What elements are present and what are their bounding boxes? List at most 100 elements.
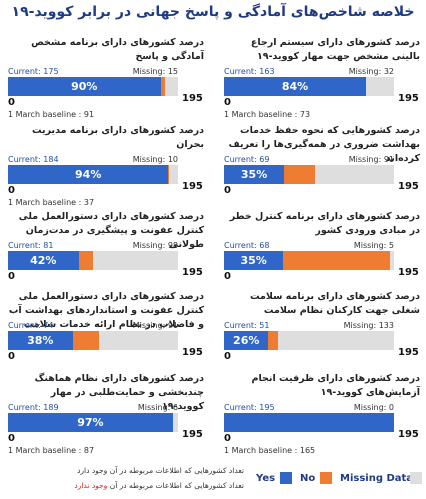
bar-current xyxy=(224,331,269,350)
current-value: 189 xyxy=(43,403,59,412)
missing-text: Missing: xyxy=(353,241,387,250)
bar-no xyxy=(168,165,170,184)
percent-label: 42% xyxy=(30,254,57,267)
missing-label: Missing: 91 xyxy=(349,155,394,164)
percent-label: 90% xyxy=(71,80,98,93)
current-value: 74 xyxy=(43,321,54,330)
current-value: 163 xyxy=(259,67,275,76)
missing-value: 6 xyxy=(172,403,178,412)
current-text: Current: xyxy=(8,155,41,164)
baseline-text: 1 March baseline : xyxy=(224,446,298,455)
axis-zero: 0 xyxy=(224,433,231,444)
missing-text: Missing: xyxy=(132,321,166,330)
axis-total: 195 xyxy=(398,181,419,192)
missing-value: 91 xyxy=(167,321,178,330)
current-text: Current: xyxy=(224,403,257,412)
missing-value: 10 xyxy=(167,155,178,164)
bar-current xyxy=(224,251,284,270)
missing-text: Missing: xyxy=(132,67,166,76)
bar-current xyxy=(8,77,161,96)
missing-value: 5 xyxy=(388,241,394,250)
bar: 84% xyxy=(224,77,394,96)
bar-no xyxy=(160,77,165,96)
axis-zero: 0 xyxy=(8,433,15,444)
axis-total: 195 xyxy=(182,93,203,104)
current-text: Current: xyxy=(8,403,41,412)
missing-label: Missing: 0 xyxy=(354,403,394,412)
percent-label: 35% xyxy=(240,254,267,267)
bar-current xyxy=(224,165,285,184)
axis-zero: 0 xyxy=(8,271,15,282)
missing-label: Missing: 15 xyxy=(133,67,178,76)
bar-no xyxy=(284,165,315,184)
panel-title: درصد کشورهای دارای سیستم ارجاع بالینی مش… xyxy=(250,37,420,62)
axis-total: 195 xyxy=(398,347,419,358)
baseline-text: 1 March baseline : xyxy=(8,110,82,119)
panel-title: درصد کشورهای دارای ظرفیت انجام آزمایش‌ها… xyxy=(251,373,421,398)
bar xyxy=(224,413,394,432)
missing-text: Missing: xyxy=(137,403,171,412)
percent-label: 97% xyxy=(77,416,104,429)
current-text: Current: xyxy=(8,241,41,250)
missing-label: Missing: 6 xyxy=(138,403,178,412)
legend-label: No xyxy=(300,473,316,484)
footnote-red: وجود ندارد xyxy=(74,481,108,490)
axis-zero: 0 xyxy=(224,185,231,196)
percent-label: 26% xyxy=(233,334,260,347)
bar: 42% xyxy=(8,251,178,270)
title: خلاصه شاخص‌های آمادگی و پاسخ جهانی در بر… xyxy=(11,4,415,20)
current-label: Current: 68 xyxy=(224,241,269,250)
bar-no xyxy=(283,251,390,270)
axis-total: 195 xyxy=(182,429,203,440)
footnote: تعداد کشورهایی که اطلاعات مربوطه در آن و… xyxy=(8,481,244,490)
bar-missing xyxy=(172,413,178,432)
current-value: 68 xyxy=(259,241,270,250)
panel-title: درصد کشورهای دارای برنامه مشخص آمادگی و … xyxy=(31,37,204,62)
current-label: Current: 184 xyxy=(8,155,59,164)
current-label: Current: 189 xyxy=(8,403,59,412)
current-text: Current: xyxy=(224,321,257,330)
bar: 94% xyxy=(8,165,178,184)
missing-label: Missing: 91 xyxy=(133,321,178,330)
missing-text: Missing: xyxy=(132,241,166,250)
bar-current xyxy=(224,77,367,96)
bar-missing xyxy=(92,251,178,270)
current-value: 175 xyxy=(43,67,59,76)
axis-zero: 0 xyxy=(8,185,15,196)
current-label: Current: 69 xyxy=(224,155,269,164)
legend-swatch xyxy=(410,472,422,484)
panel-title: درصد کشورهای دارای دستورالعمل ملی کنترل … xyxy=(8,291,204,330)
current-value: 51 xyxy=(259,321,270,330)
footnote-text: تعداد کشورهایی که اطلاعات مربوطه در آن xyxy=(109,481,244,490)
bar-missing xyxy=(98,331,178,350)
bar-missing xyxy=(164,77,178,96)
baseline-value: 37 xyxy=(83,198,95,207)
baseline-text: 1 March baseline : xyxy=(224,110,298,119)
missing-label: Missing: 32 xyxy=(349,67,394,76)
bar-current xyxy=(8,413,173,432)
axis-total: 195 xyxy=(182,267,203,278)
bar: 38% xyxy=(8,331,178,350)
axis-total: 195 xyxy=(182,181,203,192)
baseline-text: 1 March baseline : xyxy=(8,198,82,207)
axis-zero: 0 xyxy=(224,351,231,362)
current-value: 195 xyxy=(259,403,275,412)
bar-missing xyxy=(169,165,178,184)
baseline-label: 1 March baseline : 73 xyxy=(224,110,310,119)
baseline-value: 165 xyxy=(299,446,316,455)
axis-total: 195 xyxy=(398,93,419,104)
missing-value: 91 xyxy=(383,155,394,164)
missing-text: Missing: xyxy=(132,155,166,164)
bar-no xyxy=(72,331,99,350)
current-text: Current: xyxy=(224,241,257,250)
current-value: 69 xyxy=(259,155,270,164)
current-label: Current: 81 xyxy=(8,241,53,250)
axis-total: 195 xyxy=(398,429,419,440)
baseline-value: 91 xyxy=(83,110,95,119)
bar-missing xyxy=(278,331,394,350)
legend-swatch xyxy=(280,472,292,484)
bar-current xyxy=(8,251,79,270)
panel-title: درصد کشورهای دارای نظام هماهنگ چندبخشی و… xyxy=(34,373,204,412)
percent-label: 94% xyxy=(75,168,102,181)
missing-value: 0 xyxy=(388,403,394,412)
